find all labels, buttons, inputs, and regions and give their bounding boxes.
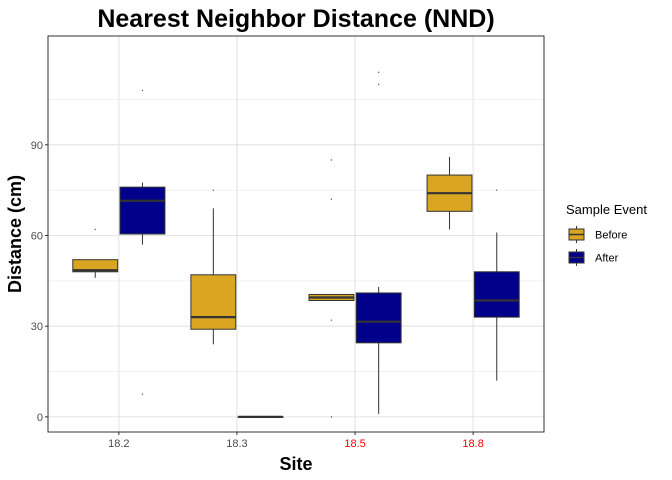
legend-key-before	[568, 226, 585, 243]
plot-panel	[47, 35, 545, 433]
box-before-18.3	[190, 189, 237, 345]
box-iqr	[190, 274, 237, 330]
box-before-18.2	[72, 228, 119, 278]
x-tick-label: 18.8	[462, 438, 483, 450]
outlier-point	[377, 71, 380, 73]
box-iqr	[355, 292, 402, 344]
outlier-point	[330, 416, 333, 418]
outlier-point	[496, 189, 498, 191]
box-iqr	[473, 271, 520, 318]
box-after-18.8	[473, 189, 520, 381]
outlier-point	[330, 198, 333, 200]
outlier-point	[94, 228, 96, 231]
box-before-18.8	[426, 156, 473, 230]
box-iqr	[72, 259, 119, 273]
box-before-18.5	[308, 159, 355, 418]
box-iqr	[119, 186, 166, 235]
legend: Sample Event Before After	[566, 202, 647, 266]
chart-title: Nearest Neighbor Distance (NND)	[97, 5, 494, 33]
y-tick-label: 0	[37, 412, 43, 424]
box-after-18.3	[237, 415, 284, 418]
outlier-point	[377, 83, 380, 86]
box-after-18.2	[119, 89, 166, 395]
y-tick-label: 30	[31, 321, 43, 333]
x-tick-label: 18.2	[108, 438, 129, 450]
outlier-point	[141, 393, 144, 395]
legend-key-after	[568, 249, 585, 266]
y-axis-title: Distance (cm)	[5, 175, 25, 293]
y-tick-label: 60	[31, 231, 43, 243]
outlier-point	[330, 319, 333, 321]
y-tick-label: 90	[31, 140, 43, 152]
x-tick-label: 18.3	[226, 438, 247, 450]
x-tick-label: 18.5	[344, 438, 365, 450]
outlier-point	[141, 89, 144, 92]
plot-border	[47, 35, 545, 433]
legend-label: After	[595, 253, 619, 265]
legend-label: Before	[595, 230, 627, 242]
x-axis-title: Site	[279, 454, 312, 474]
outlier-point	[212, 189, 215, 191]
box-after-18.5	[355, 71, 402, 414]
outlier-point	[330, 159, 333, 161]
legend-title: Sample Event	[566, 202, 647, 217]
